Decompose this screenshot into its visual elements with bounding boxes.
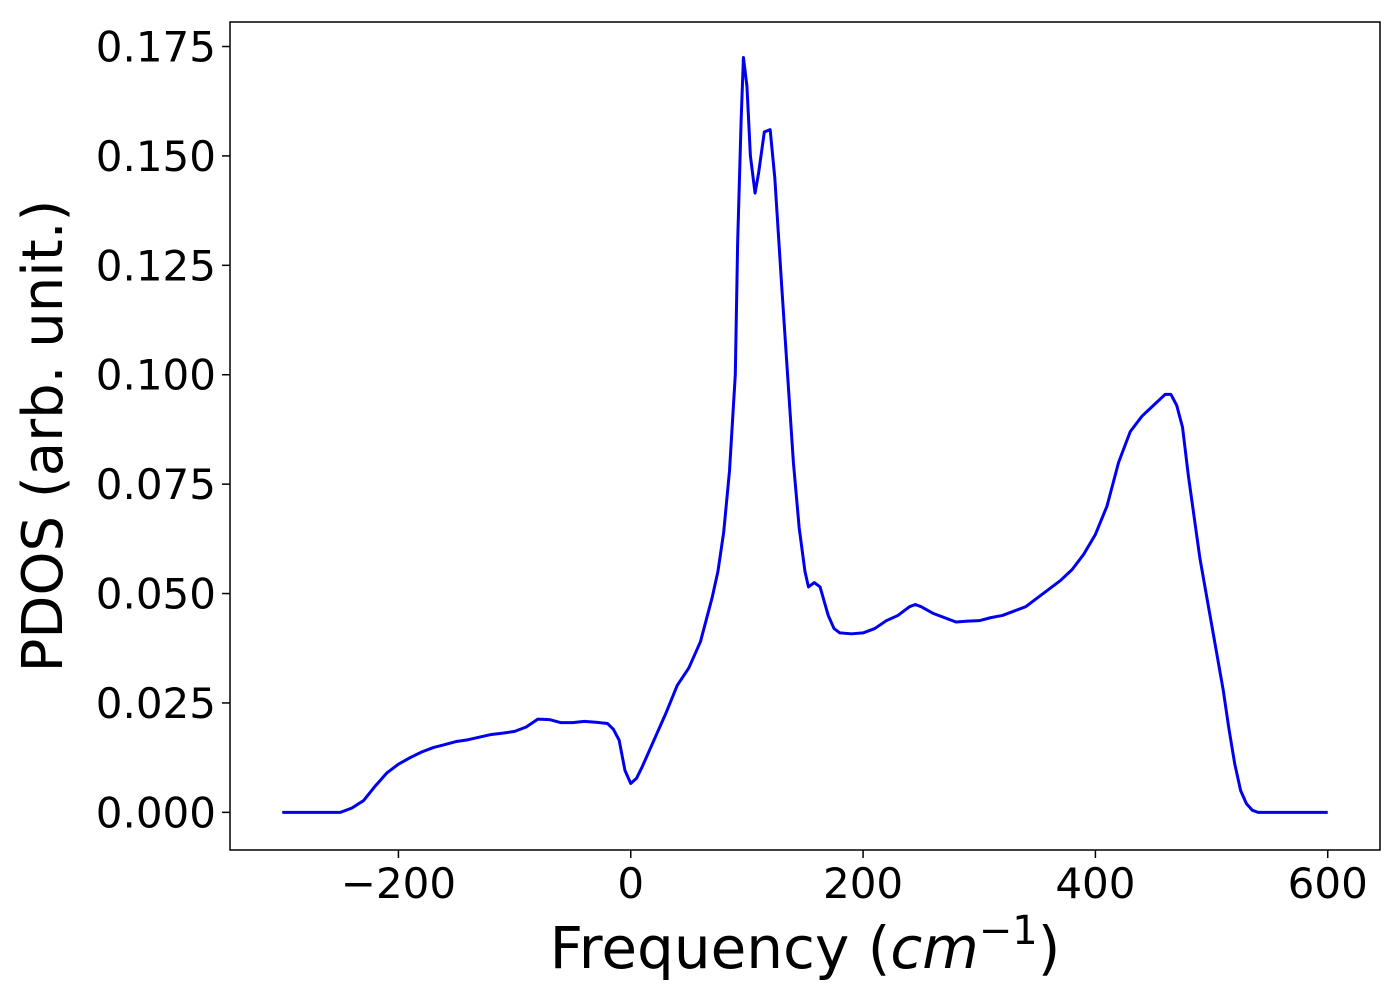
x-label-close: ) (1038, 914, 1061, 982)
x-tick-label: 200 (823, 859, 903, 908)
x-tick-label: 0 (617, 859, 644, 908)
x-label-exponent: −1 (979, 908, 1038, 954)
y-tick-label: 0.125 (96, 241, 216, 290)
y-tick-label: 0.025 (96, 679, 216, 728)
y-tick-label: 0.050 (96, 570, 216, 619)
y-tick-label: 0.150 (96, 132, 216, 181)
y-tick-label: 0.075 (96, 460, 216, 509)
y-tick-label: 0.000 (96, 788, 216, 837)
x-label-text: Frequency ( (550, 914, 891, 982)
plot-frame (229, 21, 1381, 851)
y-tick-label: 0.175 (96, 23, 216, 72)
x-axis-label: Frequency (cm−1) (550, 908, 1061, 982)
data-line (282, 55, 1328, 814)
y-tick-label: 0.100 (96, 351, 216, 400)
x-label-unit: cm (890, 914, 978, 982)
y-axis-label: PDOS (arb. unit.) (11, 200, 76, 673)
x-tick-label: 600 (1288, 859, 1368, 908)
x-tick-label: 400 (1055, 859, 1135, 908)
x-tick-label: −200 (341, 859, 456, 908)
